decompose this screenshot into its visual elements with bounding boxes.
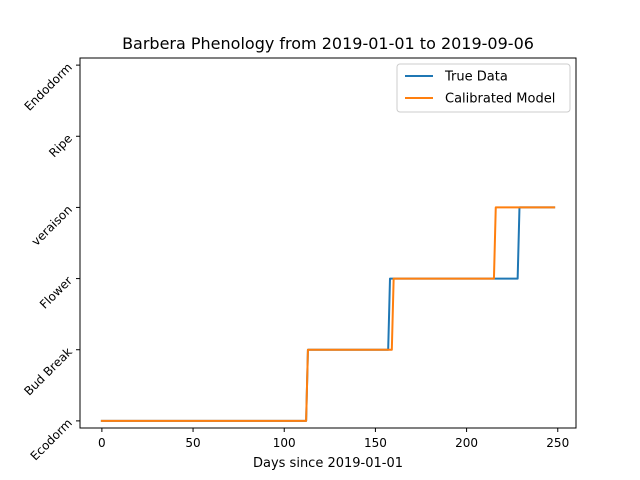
x-axis: 0 50 100 150 200 250 [98, 428, 569, 450]
y-tick-label-4: Ripe [46, 131, 75, 160]
y-tick-label-1: Bud Break [21, 345, 75, 399]
legend-label-1: Calibrated Model [445, 92, 555, 107]
x-tick-label-2: 100 [273, 436, 296, 450]
legend: True Data Calibrated Model [396, 63, 571, 113]
y-tick-label-0: Ecodorm [28, 416, 75, 463]
chart-title: Barbera Phenology from 2019-01-01 to 201… [122, 34, 534, 53]
series-line-0 [100, 206, 556, 422]
y-tick-label-5: Endodorm [22, 60, 75, 113]
plot-area [79, 57, 577, 429]
x-axis-label: Days since 2019-01-01 [253, 456, 403, 471]
y-tick-label-3: veraison [29, 202, 75, 248]
x-tick-label-4: 200 [455, 436, 478, 450]
legend-box [396, 63, 571, 113]
x-tick-label-0: 0 [98, 436, 106, 450]
y-tick-label-2: Flower [37, 274, 75, 312]
legend-label-0: True Data [444, 70, 508, 85]
plot-frame [79, 57, 577, 429]
y-axis: Ecodorm Bud Break Flower veraison Ripe Endodo… [21, 60, 80, 463]
x-tick-label-1: 50 [185, 436, 200, 450]
x-tick-label-3: 150 [364, 436, 387, 450]
series-line-1 [100, 206, 556, 422]
x-tick-label-5: 250 [546, 436, 569, 450]
